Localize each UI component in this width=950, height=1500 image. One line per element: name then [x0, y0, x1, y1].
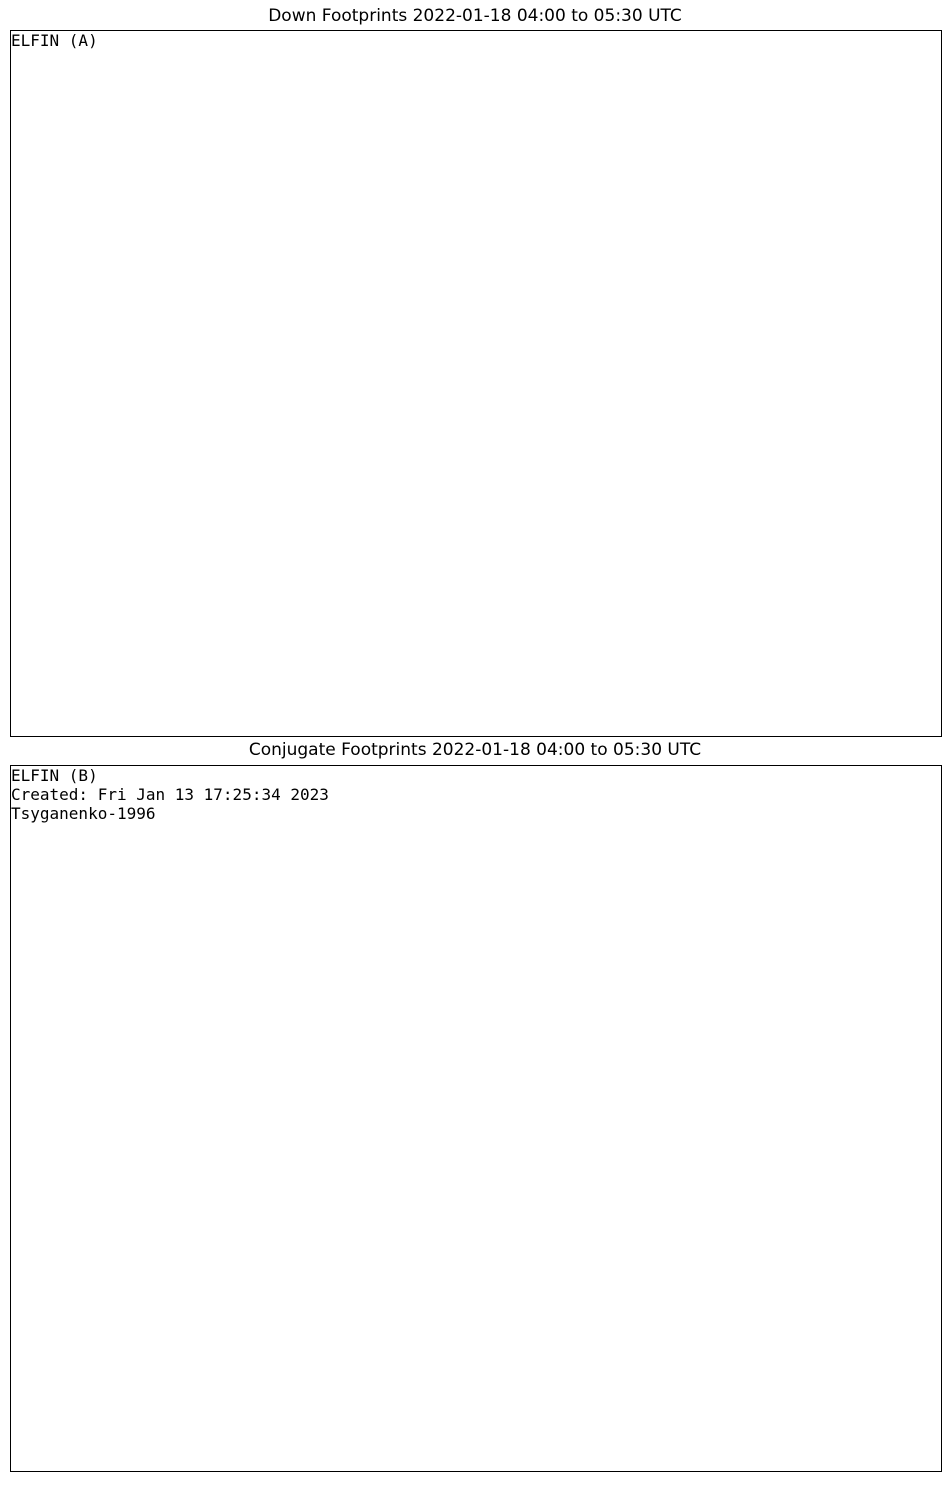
elfin-a: ELFIN (A) — [11, 31, 98, 50]
conj-panel: ELFIN (B) Created: Fri Jan 13 17:25:34 20… — [10, 765, 942, 1472]
title-down: Down Footprints 2022-01-18 04:00 to 05:3… — [268, 6, 682, 26]
down-panel: ELFIN (A) — [10, 30, 942, 737]
elfin-b: ELFIN (B) — [11, 766, 98, 785]
title-conj: Conjugate Footprints 2022-01-18 04:00 to… — [248, 740, 702, 760]
model: Tsyganenko-1996 — [11, 804, 156, 823]
created: Created: Fri Jan 13 17:25:34 2023 — [11, 785, 329, 804]
